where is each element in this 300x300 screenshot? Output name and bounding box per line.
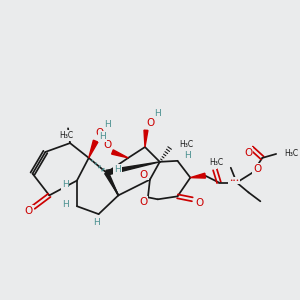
Text: H₃C: H₃C [209, 158, 223, 167]
Text: O: O [103, 140, 112, 150]
Polygon shape [105, 172, 118, 195]
Text: O: O [253, 164, 262, 174]
Polygon shape [89, 140, 98, 158]
Polygon shape [112, 150, 128, 158]
Text: H: H [62, 200, 68, 209]
Text: H: H [93, 218, 100, 227]
Text: O: O [25, 206, 33, 216]
Text: H: H [114, 165, 121, 174]
Text: H₃C: H₃C [59, 131, 73, 140]
Text: H: H [184, 152, 191, 160]
Text: H₃C: H₃C [284, 149, 298, 158]
Polygon shape [106, 162, 160, 175]
Text: O: O [95, 128, 104, 138]
Polygon shape [144, 130, 148, 147]
Text: H: H [104, 120, 111, 129]
Text: O: O [140, 170, 148, 180]
Text: •••: ••• [229, 178, 239, 183]
Text: O: O [195, 198, 203, 208]
Text: H: H [62, 180, 68, 189]
Text: O: O [147, 118, 155, 128]
Polygon shape [190, 173, 206, 178]
Text: O: O [139, 197, 147, 207]
Text: O: O [244, 148, 253, 158]
Text: H: H [99, 132, 106, 141]
Text: H: H [154, 109, 161, 118]
Text: O: O [208, 158, 216, 168]
Text: H₃C: H₃C [179, 140, 194, 148]
